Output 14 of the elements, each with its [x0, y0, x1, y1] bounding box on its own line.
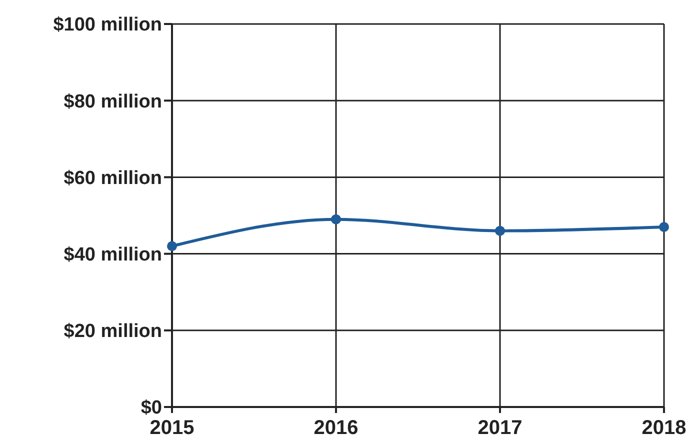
x-tick-label: 2018 [642, 417, 686, 439]
y-tick-label: $20 million [64, 321, 162, 342]
x-tick-label: 2017 [478, 417, 522, 439]
y-tick-label: $0 [140, 398, 162, 419]
point [331, 214, 341, 224]
x-tick-label: 2016 [314, 417, 358, 439]
y-tick-label: $60 million [64, 168, 162, 189]
point [659, 222, 669, 232]
point [495, 226, 505, 236]
x-tick-label: 2015 [150, 417, 194, 439]
y-tick-label: $40 million [64, 244, 162, 266]
y-tick-label: $100 million [53, 14, 162, 36]
y-tick-label: $80 million [64, 91, 162, 112]
point [167, 241, 177, 252]
